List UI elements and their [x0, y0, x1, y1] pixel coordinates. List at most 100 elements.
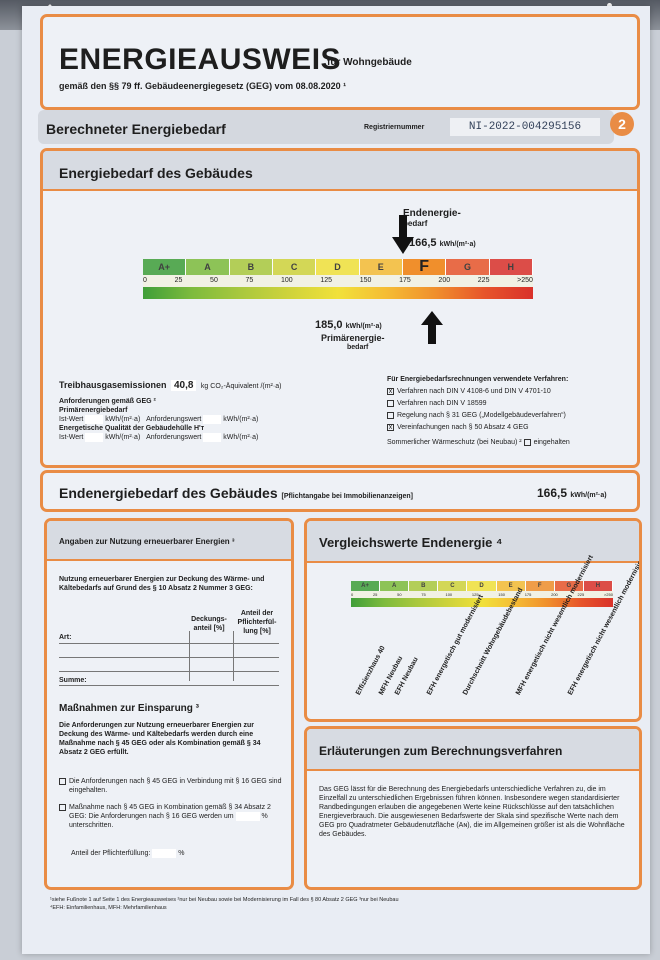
header-box: ENERGIEAUSWEIS für Wohngebäude gemäß den…	[40, 14, 640, 110]
comparison-class-bar: A+ A B C D E F G H	[351, 581, 613, 591]
energy-demand-title: Energiebedarf des Gebäudes	[59, 165, 253, 181]
primary-energy-arrow-icon	[420, 311, 443, 344]
savings-option-1: Die Anforderungen nach § 45 GEG in Verbi…	[59, 777, 283, 795]
method-checkbox[interactable]	[387, 411, 394, 419]
comparison-tick-label: 175	[524, 592, 532, 597]
comparison-tick-label: 100	[445, 592, 453, 597]
fulfillment-share-label: Anteil der Pflichterfüllung:	[71, 850, 151, 857]
main-class-e: E	[359, 259, 403, 275]
main-class-h: H	[489, 259, 533, 275]
summer-protection-checkbox[interactable]	[523, 438, 531, 446]
comparison-class-f: F	[525, 581, 555, 591]
end-energy-summary-box: Endenergiebedarf des Gebäudes [Pflichtan…	[40, 470, 640, 512]
method-checkbox[interactable]: x	[387, 423, 394, 431]
energy-gradient-bar	[143, 287, 533, 299]
methods-title: Für Energiebedarfsrechnungen verwendete …	[387, 376, 569, 383]
comparison-class-a: A	[380, 581, 410, 591]
primary-energy-label: Primärenergie- bedarf	[321, 333, 385, 353]
fulfillment-share-row: Anteil der Pflichterfüllung: %	[71, 849, 185, 858]
explanation-text: Das GEG lässt für die Berechnung des Ene…	[319, 786, 625, 838]
legal-basis: gemäß den §§ 79 ff. Gebäudeenergiegesetz…	[59, 81, 347, 91]
comparison-tick-label: 200	[551, 592, 558, 597]
ghg-label: Treibhausgasemissionen	[59, 380, 167, 390]
end-energy-value: 166,5	[409, 237, 437, 249]
primary-energy-value: 185,0	[315, 319, 343, 331]
primary-anf-unit: kWh/(m²·a)	[223, 416, 259, 423]
comparison-class-g: G	[554, 581, 584, 591]
main-class-f: F	[402, 259, 447, 275]
footnote-line-2: ⁴EFH: Einfamilienhaus, MFH: Mehrfamilien…	[50, 905, 167, 911]
savings-option-2: Maßnahme nach § 45 GEG in Kombination ge…	[59, 803, 283, 830]
method-checkbox[interactable]: x	[387, 387, 394, 395]
savings-option-2-checkbox[interactable]	[59, 804, 66, 811]
registration-number: NI-2022-004295156	[450, 118, 600, 136]
end-energy-label: Endenergie- bedarf	[403, 209, 461, 229]
end-energy-label-line2: bedarf	[403, 219, 428, 228]
quality-ist-unit: kWh/(m²·a)	[105, 434, 141, 441]
main-tick-label: 175	[399, 277, 411, 284]
savings-option-2-label: Maßnahme nach § 45 GEG in Kombination ge…	[69, 804, 271, 820]
primary-ist-label: Ist-Wert	[59, 416, 84, 423]
renewables-header: Angaben zur Nutzung erneuerbarer Energie…	[47, 521, 291, 561]
method-option: x Verfahren nach DIN V 4108-6 und DIN V 4…	[387, 387, 633, 396]
comparison-tick-label: 50	[397, 592, 402, 597]
comparison-tick-label: 150	[498, 592, 505, 597]
renewables-title: Angaben zur Nutzung erneuerbarer Energie…	[59, 537, 235, 546]
energy-demand-box: Energiebedarf des Gebäudes Endenergie- b…	[40, 148, 640, 468]
requirements-title: Anforderungen gemäß GEG ²	[59, 398, 156, 405]
fulfillment-column-header: Anteil der Pflichterfül-lung [%]	[237, 610, 277, 635]
requirements-quality-row: Ist-Wert kWh/(m²·a) Anforderungswert kWh…	[59, 433, 349, 442]
energy-class-bar: A+ A B C D E F G H	[143, 259, 533, 275]
primary-ist-unit: kWh/(m²·a)	[105, 416, 141, 423]
main-tick-label: 0	[143, 277, 147, 284]
main-class-d: D	[316, 259, 360, 275]
comparison-class-aplus: A+	[351, 581, 381, 591]
method-label: Vereinfachungen nach § 50 Absatz 4 GEG	[397, 424, 529, 431]
comparison-class-h: H	[583, 581, 613, 591]
comparison-class-b: B	[409, 581, 439, 591]
main-tick-label: 75	[245, 277, 254, 284]
end-energy-summary-value: 166,5	[537, 486, 568, 500]
method-option: Verfahren nach DIN V 18599	[387, 399, 633, 408]
primary-energy-label-line1: Primärenergie-	[321, 333, 385, 343]
main-class-aplus: A+	[143, 259, 187, 275]
comparison-tick-label: >250	[603, 592, 613, 597]
comparison-class-c: C	[438, 581, 468, 591]
main-tick-label: 25	[174, 277, 183, 284]
main-tick-label: 150	[359, 277, 372, 284]
savings-option-1-checkbox[interactable]	[59, 778, 66, 785]
methods-block: Für Energiebedarfsrechnungen verwendete …	[387, 375, 633, 447]
explanation-box: Erläuterungen zum Berechnungsverfahren D…	[304, 726, 642, 890]
end-energy-summary-value-row: 166,5 kWh/(m²·a)	[537, 486, 607, 500]
summer-protection-check-label: eingehalten	[533, 439, 570, 446]
section-bar: Berechneter Energiebedarf Registriernumm…	[38, 110, 614, 144]
energy-scale: A+ A B C D E F G H 0 25 50 75 100 125 150 175 200 225 >250	[143, 259, 533, 299]
method-option: Regelung nach § 31 GEG („Modellgebäudeve…	[387, 411, 633, 420]
requirements-primary-label: Primärenergiebedarf	[59, 407, 128, 414]
main-tick-label: 225	[477, 277, 490, 284]
fulfillment-share-percent: %	[178, 850, 185, 857]
comparison-tick-label: 25	[372, 592, 378, 597]
ghg-unit: kg CO₂-Äquivalent /(m²·a)	[200, 383, 282, 390]
primary-energy-label-line2: bedarf	[347, 344, 369, 351]
comparison-gradient-bar	[351, 598, 613, 607]
footnote-line-1: ¹siehe Fußnote 1 auf Seite 1 des Energie…	[50, 897, 399, 903]
primary-energy-value-label: 185,0 kWh/(m²·a)	[315, 319, 382, 331]
primary-energy-unit: kWh/(m²·a)	[345, 323, 382, 330]
comparison-class-d: D	[467, 581, 497, 591]
savings-text: Die Anforderungen zur Nutzung erneuerbar…	[59, 722, 261, 756]
main-class-c: C	[272, 259, 317, 275]
ghg-value: 40,8	[171, 380, 197, 391]
requirements-block: Anforderungen gemäß GEG ² Primärenergieb…	[59, 397, 349, 442]
method-checkbox[interactable]	[387, 399, 394, 407]
comparison-header: Vergleichswerte Endenergie ⁴	[307, 521, 639, 563]
ghg-emissions-row: Treibhausgasemissionen 40,8 kg CO₂-Äquiv…	[59, 375, 281, 393]
comparison-scale: A+ A B C D E F G H 0 25 50 75 100 125 150 175 200 225 >250	[351, 581, 613, 607]
end-energy-summary-unit: kWh/(m²·a)	[570, 492, 607, 499]
document-title: ENERGIEAUSWEIS	[59, 43, 342, 76]
main-tick-label: 125	[320, 277, 333, 284]
main-class-b: B	[229, 259, 273, 275]
energy-demand-header: Energiebedarf des Gebäudes	[43, 151, 637, 191]
method-label: Verfahren nach DIN V 18599	[397, 400, 487, 407]
quality-label: Energetische Qualität der Gebäudehülle H…	[59, 425, 205, 432]
